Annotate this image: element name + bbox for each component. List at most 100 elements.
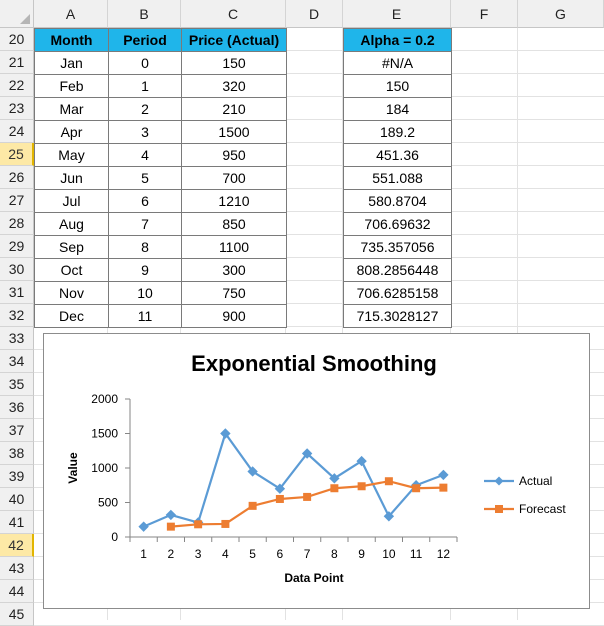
- table-cell[interactable]: Jul: [34, 189, 109, 213]
- data-point-actual: [356, 455, 367, 467]
- row-header[interactable]: 35: [0, 373, 34, 396]
- table-cell[interactable]: 4: [108, 143, 182, 167]
- table-cell[interactable]: 6: [108, 189, 182, 213]
- table-header-cell[interactable]: Month: [34, 28, 109, 52]
- select-all-corner[interactable]: [0, 0, 34, 28]
- table-cell[interactable]: 750: [181, 281, 287, 305]
- x-tick-label: 1: [140, 547, 147, 561]
- table-header-cell[interactable]: Period: [108, 28, 182, 52]
- table-cell[interactable]: 320: [181, 74, 287, 98]
- row-header[interactable]: 31: [0, 281, 34, 304]
- table-cell[interactable]: 300: [181, 258, 287, 282]
- table-cell[interactable]: 1: [108, 74, 182, 98]
- table-cell[interactable]: 700: [181, 166, 287, 190]
- column-header[interactable]: B: [108, 0, 181, 28]
- forecast-cell[interactable]: #N/A: [343, 51, 452, 75]
- row-header[interactable]: 43: [0, 557, 34, 580]
- table-cell[interactable]: 210: [181, 97, 287, 121]
- row-header[interactable]: 44: [0, 580, 34, 603]
- gridline: [34, 303, 604, 304]
- table-cell[interactable]: 5: [108, 166, 182, 190]
- x-tick-label: 6: [277, 547, 284, 561]
- row-header[interactable]: 20: [0, 28, 34, 51]
- data-point-forecast: [384, 477, 393, 486]
- row-header[interactable]: 38: [0, 442, 34, 465]
- table-cell[interactable]: Sep: [34, 235, 109, 259]
- forecast-cell[interactable]: 189.2: [343, 120, 452, 144]
- table-cell[interactable]: 1500: [181, 120, 287, 144]
- table-cell[interactable]: 8: [108, 235, 182, 259]
- table-cell[interactable]: May: [34, 143, 109, 167]
- table-cell[interactable]: 2: [108, 97, 182, 121]
- row-header[interactable]: 21: [0, 51, 34, 74]
- table-header-cell[interactable]: Price (Actual): [181, 28, 287, 52]
- table-cell[interactable]: Aug: [34, 212, 109, 236]
- table-cell[interactable]: Mar: [34, 97, 109, 121]
- row-header[interactable]: 25: [0, 143, 34, 166]
- forecast-cell[interactable]: 184: [343, 97, 452, 121]
- forecast-cell[interactable]: 715.3028127: [343, 304, 452, 328]
- table-cell[interactable]: Jan: [34, 51, 109, 75]
- table-cell[interactable]: 900: [181, 304, 287, 328]
- gridline: [34, 326, 604, 327]
- legend-label-forecast: Forecast: [519, 502, 566, 516]
- forecast-cell[interactable]: 706.69632: [343, 212, 452, 236]
- table-cell[interactable]: 7: [108, 212, 182, 236]
- forecast-cell[interactable]: 150: [343, 74, 452, 98]
- column-header[interactable]: E: [343, 0, 451, 28]
- row-header[interactable]: 41: [0, 511, 34, 534]
- x-tick-label: 9: [358, 547, 365, 561]
- row-header[interactable]: 24: [0, 120, 34, 143]
- row-header[interactable]: 42: [0, 534, 34, 557]
- column-header[interactable]: D: [286, 0, 343, 28]
- data-point-actual: [301, 448, 313, 459]
- table-cell[interactable]: Nov: [34, 281, 109, 305]
- row-header[interactable]: 27: [0, 189, 34, 212]
- column-header[interactable]: A: [34, 0, 108, 28]
- table-cell[interactable]: 11: [108, 304, 182, 328]
- table-cell[interactable]: 850: [181, 212, 287, 236]
- table-cell[interactable]: 10: [108, 281, 182, 305]
- row-header[interactable]: 30: [0, 258, 34, 281]
- forecast-cell[interactable]: 808.2856448: [343, 258, 452, 282]
- table-cell[interactable]: Apr: [34, 120, 109, 144]
- row-header[interactable]: 29: [0, 235, 34, 258]
- row-header[interactable]: 22: [0, 74, 34, 97]
- row-header[interactable]: 34: [0, 350, 34, 373]
- row-header[interactable]: 28: [0, 212, 34, 235]
- forecast-cell[interactable]: 735.357056: [343, 235, 452, 259]
- forecast-cell[interactable]: 580.8704: [343, 189, 452, 213]
- table-cell[interactable]: Oct: [34, 258, 109, 282]
- table-cell[interactable]: Jun: [34, 166, 109, 190]
- row-header[interactable]: 36: [0, 396, 34, 419]
- data-point-forecast: [330, 484, 339, 493]
- chart[interactable]: Exponential Smoothing 0 500 1000 1500 2000 1 2 3…: [43, 333, 590, 609]
- row-header[interactable]: 45: [0, 603, 34, 626]
- table-cell[interactable]: 1210: [181, 189, 287, 213]
- row-header[interactable]: 39: [0, 465, 34, 488]
- forecast-cell[interactable]: 551.088: [343, 166, 452, 190]
- y-tick-label: 500: [98, 496, 118, 510]
- forecast-header-cell[interactable]: Alpha = 0.2: [343, 28, 452, 52]
- table-cell[interactable]: 0: [108, 51, 182, 75]
- column-header[interactable]: G: [518, 0, 604, 28]
- column-header[interactable]: F: [451, 0, 518, 28]
- table-cell[interactable]: Dec: [34, 304, 109, 328]
- row-header[interactable]: 23: [0, 97, 34, 120]
- row-header[interactable]: 26: [0, 166, 34, 189]
- row-header[interactable]: 40: [0, 488, 34, 511]
- table-cell[interactable]: 150: [181, 51, 287, 75]
- table-cell[interactable]: 950: [181, 143, 287, 167]
- table-cell[interactable]: Feb: [34, 74, 109, 98]
- row-header[interactable]: 37: [0, 419, 34, 442]
- forecast-cell[interactable]: 451.36: [343, 143, 452, 167]
- table-cell[interactable]: 3: [108, 120, 182, 144]
- table-cell[interactable]: 1100: [181, 235, 287, 259]
- column-header[interactable]: C: [181, 0, 286, 28]
- table-cell[interactable]: 9: [108, 258, 182, 282]
- row-header[interactable]: 32: [0, 304, 34, 327]
- forecast-cell[interactable]: 706.6285158: [343, 281, 452, 305]
- row-header[interactable]: 33: [0, 327, 34, 350]
- data-point-forecast: [303, 492, 312, 501]
